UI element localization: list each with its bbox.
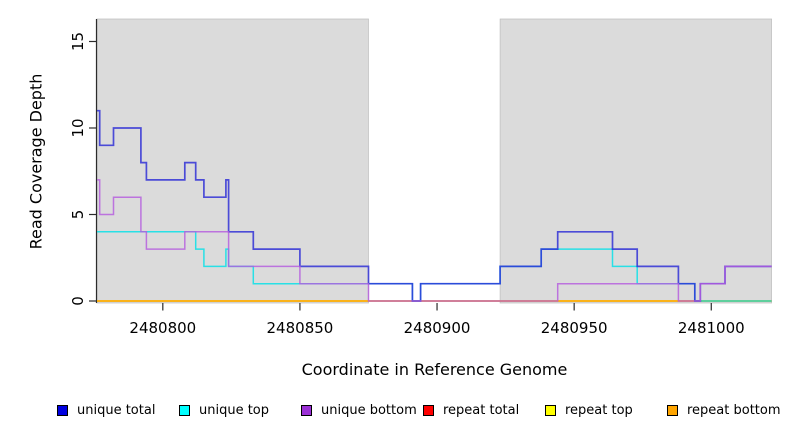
covered-region-left bbox=[96, 18, 369, 304]
legend: unique total unique top unique bottom re… bbox=[0, 399, 792, 425]
x-tick-label: 2481000 bbox=[678, 319, 745, 337]
y-tick-label: 0 bbox=[69, 296, 87, 306]
legend-label: repeat bottom bbox=[687, 402, 781, 418]
legend-item-unique-total: unique total bbox=[57, 399, 155, 421]
legend-item-repeat-top: repeat top bbox=[545, 399, 633, 421]
legend-label: unique total bbox=[77, 402, 156, 418]
series-line-unique-total bbox=[97, 109, 772, 302]
legend-item-unique-bottom: unique bottom bbox=[301, 399, 417, 421]
y-tick-label: 10 bbox=[69, 118, 87, 137]
unique-total-swatch-icon bbox=[57, 404, 68, 416]
repeat-top-swatch-icon bbox=[545, 404, 556, 416]
y-axis-title: Read Coverage Depth bbox=[26, 73, 46, 250]
x-axis-title: Coordinate in Reference Genome bbox=[301, 360, 568, 379]
legend-item-repeat-bottom: repeat bottom bbox=[667, 399, 781, 421]
repeat-bottom-swatch-icon bbox=[667, 404, 678, 416]
x-tick-label: 2480950 bbox=[541, 319, 608, 337]
y-tick-label: 15 bbox=[69, 32, 87, 51]
x-tick-label: 2480850 bbox=[267, 319, 334, 337]
repeat-total-swatch-icon bbox=[423, 404, 434, 416]
series-line-unique-bottom bbox=[97, 179, 772, 302]
legend-label: repeat total bbox=[443, 402, 520, 418]
y-tick-label: 5 bbox=[69, 210, 87, 220]
legend-item-unique-top: unique top bbox=[179, 399, 269, 421]
unique-top-swatch-icon bbox=[179, 404, 190, 416]
x-tick-label: 2480800 bbox=[129, 319, 196, 337]
unique-bottom-swatch-icon bbox=[301, 404, 312, 416]
legend-label: repeat top bbox=[565, 402, 633, 418]
legend-item-repeat-total: repeat total bbox=[423, 399, 519, 421]
x-tick-label: 2480900 bbox=[404, 319, 471, 337]
covered-region-right bbox=[499, 18, 772, 304]
legend-label: unique bottom bbox=[321, 402, 417, 418]
legend-label: unique top bbox=[199, 402, 270, 418]
